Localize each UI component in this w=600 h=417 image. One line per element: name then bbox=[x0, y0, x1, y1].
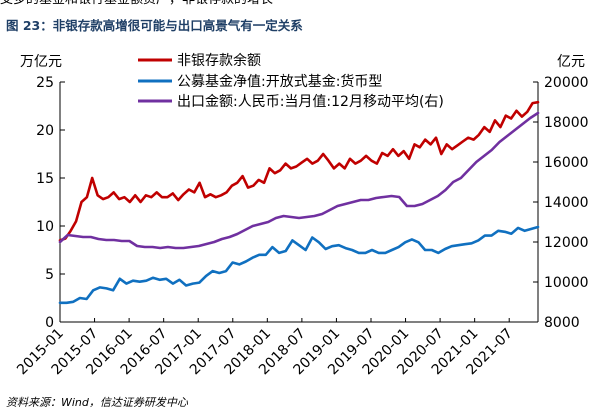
right-axis-unit: 亿元 bbox=[557, 54, 585, 70]
left-axis-unit: 万亿元 bbox=[20, 54, 62, 70]
series-line-money-fund-nav bbox=[58, 225, 540, 305]
right-tick-label: 16000 bbox=[544, 155, 589, 171]
right-axis-ticks: 8000 10000 12000 14000 16000 18000 20000 bbox=[533, 75, 589, 331]
source-note: 资料来源：Wind，信达证券研发中心 bbox=[6, 396, 188, 409]
legend-label: 公募基金净值:开放式基金:货币型 bbox=[177, 73, 382, 90]
x-axis-ticks: 2015-012015-072016-012016-072017-012017-… bbox=[14, 318, 516, 378]
series-line-nonbank-deposits bbox=[58, 100, 540, 242]
top-context-text: 支多的基金和银行基金额资产，非银存款的增长 bbox=[0, 0, 600, 9]
right-tick-label: 20000 bbox=[544, 75, 589, 91]
right-tick-label: 10000 bbox=[544, 275, 589, 291]
left-tick-label: 25 bbox=[36, 75, 54, 91]
figure-title: 图 23：非银存款高增很可能与出口高景气有一定关系 bbox=[6, 18, 303, 33]
series-layer bbox=[58, 100, 540, 305]
legend-item-money-fund-nav: 公募基金净值:开放式基金:货币型 bbox=[138, 73, 382, 90]
right-tick-label: 12000 bbox=[544, 235, 589, 251]
left-tick-label: 15 bbox=[36, 171, 54, 187]
legend-label: 非银存款余额 bbox=[177, 52, 261, 69]
series-line-export-ma bbox=[58, 111, 540, 250]
right-tick-label: 18000 bbox=[544, 115, 589, 131]
left-axis-ticks: 0 5 10 15 20 25 bbox=[36, 75, 65, 331]
left-tick-label: 20 bbox=[36, 123, 54, 139]
left-tick-label: 10 bbox=[36, 219, 54, 235]
legend-item-nonbank-deposits: 非银存款余额 bbox=[138, 52, 261, 69]
right-tick-label: 8000 bbox=[544, 315, 580, 331]
left-tick-label: 5 bbox=[45, 267, 54, 283]
axes-frame bbox=[59, 82, 539, 323]
legend: 非银存款余额公募基金净值:开放式基金:货币型出口金额:人民币:当月值:12月移动… bbox=[138, 52, 444, 110]
right-tick-label: 14000 bbox=[544, 195, 589, 211]
legend-item-export-ma: 出口金额:人民币:当月值:12月移动平均(右) bbox=[138, 94, 444, 110]
legend-label: 出口金额:人民币:当月值:12月移动平均(右) bbox=[177, 94, 444, 110]
left-tick-label: 0 bbox=[45, 315, 54, 331]
